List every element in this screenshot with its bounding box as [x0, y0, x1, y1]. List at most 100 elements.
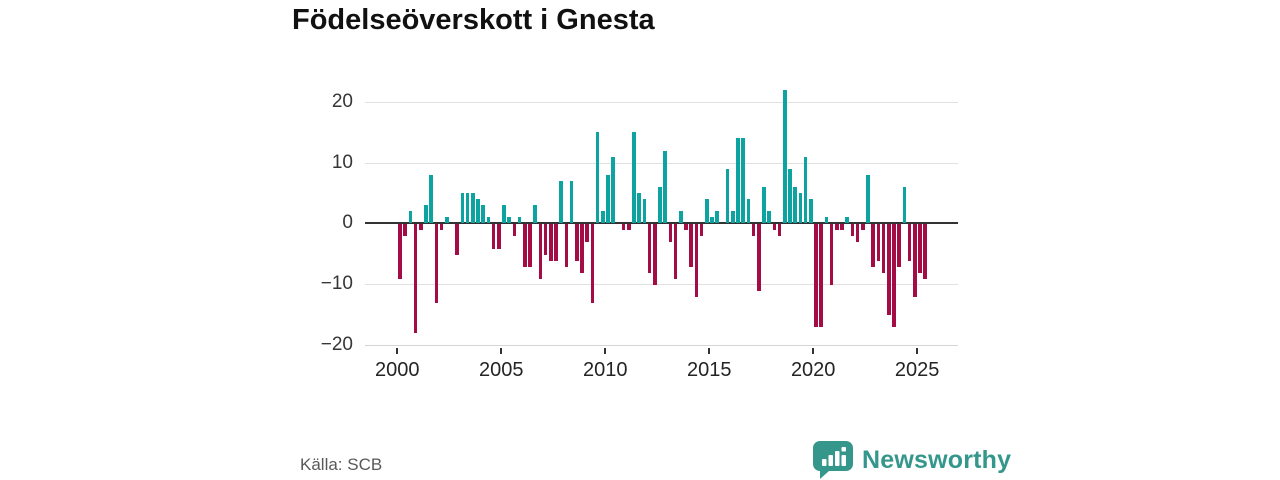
- bar: [793, 186, 797, 224]
- bar: [767, 211, 771, 224]
- y-axis-tick-label: −10: [320, 272, 353, 294]
- bar: [746, 199, 751, 224]
- bar: [569, 180, 574, 224]
- x-axis-tick-label: 2010: [583, 358, 628, 381]
- bar: [476, 199, 480, 224]
- gridline: [365, 283, 958, 285]
- source-note: Källa: SCB: [300, 455, 383, 474]
- bar: [533, 205, 538, 224]
- bar: [595, 132, 600, 224]
- y-axis-tick-label: 10: [331, 151, 353, 173]
- gridline: [365, 162, 958, 164]
- bar: [824, 217, 829, 224]
- bar: [668, 224, 673, 243]
- bar: [512, 224, 517, 237]
- bar: [585, 224, 590, 243]
- bar: [860, 224, 865, 231]
- bar: [757, 224, 761, 292]
- x-axis-tick: [916, 347, 919, 354]
- bar: [912, 224, 917, 298]
- bar: [653, 224, 657, 285]
- bar: [673, 224, 678, 279]
- bar: [549, 224, 553, 261]
- bar: [902, 186, 907, 224]
- bar: [497, 224, 501, 249]
- bar: [834, 224, 839, 231]
- bar: [684, 224, 688, 231]
- bar: [601, 211, 605, 224]
- bar: [481, 205, 486, 224]
- bar: [460, 192, 465, 224]
- bar: [736, 138, 740, 224]
- x-axis-tick: [396, 347, 399, 354]
- bar: [783, 89, 787, 224]
- bar: [538, 224, 543, 279]
- x-axis-tick: [708, 347, 711, 354]
- bar: [699, 224, 704, 237]
- bar: [694, 224, 699, 298]
- bar: [642, 199, 647, 224]
- bar: [471, 192, 475, 224]
- bar: [398, 224, 402, 279]
- bar: [798, 192, 803, 224]
- bar: [725, 168, 730, 224]
- bar: [523, 224, 527, 267]
- bar: [543, 224, 548, 255]
- bar: [855, 224, 860, 243]
- bar: [439, 224, 444, 231]
- bar: [606, 174, 610, 224]
- bar: [408, 211, 413, 224]
- bar: [590, 224, 595, 304]
- bar: [580, 224, 584, 273]
- bar: [445, 217, 449, 224]
- bar: [829, 224, 834, 285]
- bar: [715, 211, 719, 224]
- bar: [892, 224, 896, 328]
- bar: [762, 186, 766, 224]
- bar: [429, 174, 434, 224]
- bar: [434, 224, 439, 304]
- bar: [632, 132, 636, 224]
- bar: [710, 217, 714, 224]
- y-axis-tick-label: 0: [342, 212, 353, 234]
- bar: [850, 224, 855, 237]
- bar: [621, 224, 626, 231]
- bar: [424, 205, 428, 224]
- bar: [564, 224, 569, 267]
- bar: [575, 224, 579, 261]
- bar: [554, 224, 558, 261]
- bar: [814, 224, 818, 328]
- bar: [502, 205, 506, 224]
- x-axis-tick-label: 2000: [375, 358, 420, 381]
- x-axis-tick-label: 2025: [894, 358, 940, 381]
- bar: [647, 224, 652, 273]
- bar: [663, 150, 668, 224]
- bar: [517, 217, 522, 224]
- bar: [897, 224, 901, 267]
- bar: [611, 156, 616, 224]
- bar: [866, 174, 870, 224]
- bar: [907, 224, 912, 261]
- bar: [419, 224, 423, 231]
- bar: [923, 224, 927, 279]
- chart-title: Födelseöverskott i Gnesta: [292, 4, 655, 36]
- bar: [788, 168, 792, 224]
- gridline: [365, 344, 958, 346]
- y-axis-tick-label: 20: [331, 90, 353, 112]
- bar: [627, 224, 631, 231]
- bar: [486, 217, 491, 224]
- bar: [845, 217, 849, 224]
- bar: [403, 224, 408, 237]
- bar: [881, 224, 886, 273]
- bar: [876, 224, 881, 261]
- bar: [491, 224, 496, 249]
- bar: [731, 211, 735, 224]
- bar: [918, 224, 922, 273]
- x-axis-tick: [812, 347, 815, 354]
- newsworthy-speech-bubble-chart-icon: [812, 441, 853, 479]
- newsworthy-logo[interactable]: Newsworthy: [812, 441, 1011, 479]
- bar: [465, 192, 470, 224]
- gridline: [365, 101, 958, 103]
- bar: [819, 224, 823, 328]
